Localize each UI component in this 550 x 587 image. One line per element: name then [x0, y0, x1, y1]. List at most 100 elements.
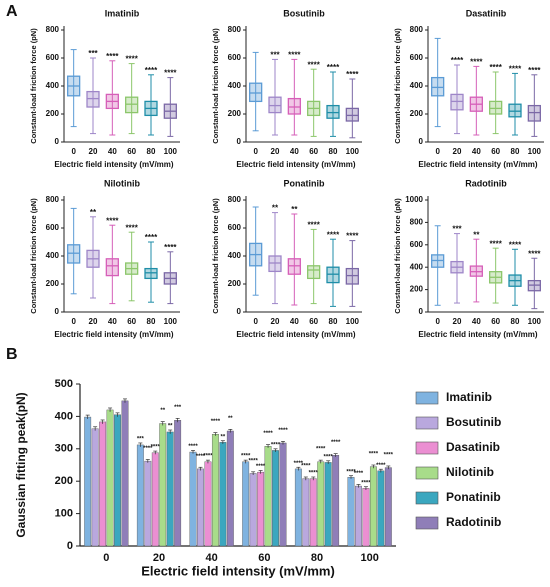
y-axis-label: Constant-load friction force (pN): [29, 28, 38, 144]
bar: [226, 430, 234, 547]
y-tick-label: 0: [55, 137, 60, 146]
box: [431, 76, 445, 97]
significance: ****: [376, 463, 386, 469]
bar: [211, 434, 219, 547]
y-tick-label: 400: [410, 262, 424, 271]
significance: ****: [263, 431, 273, 437]
x-axis-label: Electric field intensity (mV/mm): [54, 330, 173, 339]
significance: ****: [164, 243, 177, 252]
y-tick-label: 400: [228, 251, 242, 260]
panel-label: B: [6, 346, 18, 363]
legend-swatch: [415, 466, 439, 480]
significance: ***: [137, 437, 145, 443]
x-axis-label: Electric field intensity (mV/mm): [236, 330, 355, 339]
x-tick-label: 60: [309, 317, 318, 326]
legend-swatch: [415, 441, 439, 455]
y-tick-label: 0: [237, 307, 242, 316]
significance: ****: [331, 440, 341, 446]
bar: [204, 461, 212, 547]
significance: ****: [307, 221, 320, 230]
significance: ****: [346, 70, 359, 79]
y-tick-label: 600: [410, 240, 424, 249]
y-tick-label: 400: [228, 81, 242, 90]
significance: ****: [361, 480, 371, 486]
panel-label: A: [6, 3, 18, 20]
significance: ****: [327, 63, 340, 72]
y-tick-label: 400: [55, 410, 73, 422]
y-axis-label: Constant-load friction force (pN): [211, 28, 220, 144]
box: [326, 266, 340, 284]
significance: ****: [316, 447, 326, 453]
y-tick-label: 600: [410, 53, 424, 62]
y-tick-label: 200: [46, 279, 60, 288]
x-axis-label: Electric field intensity (mV/mm): [236, 160, 355, 169]
box: [287, 258, 301, 275]
box: [489, 100, 503, 115]
legend-label: Dasatinib: [446, 440, 500, 454]
bar: [197, 468, 204, 547]
x-tick-label: 0: [103, 552, 109, 564]
box: [307, 265, 321, 280]
bar: [174, 420, 182, 547]
significance: ****: [196, 454, 206, 460]
x-tick-label: 80: [511, 147, 520, 156]
significance: ****: [288, 51, 301, 60]
box: [144, 267, 158, 280]
x-tick-label: 40: [290, 317, 299, 326]
bar: [264, 446, 272, 547]
significance: ****: [256, 464, 266, 470]
x-tick-label: 80: [329, 317, 338, 326]
significance: ****: [211, 419, 221, 425]
significance: ****: [294, 461, 304, 467]
y-tick-label: 600: [46, 53, 60, 62]
y-tick-label: 200: [410, 109, 424, 118]
significance: ****: [188, 444, 198, 450]
significance: ****: [509, 65, 522, 74]
y-axis-label: Constant-load friction force (pN): [29, 198, 38, 314]
significance: **: [160, 408, 165, 414]
legend-swatch: [415, 391, 439, 405]
y-tick-label: 0: [237, 137, 242, 146]
significance: ****: [301, 464, 311, 470]
y-tick-label: 500: [55, 378, 73, 390]
x-tick-label: 60: [309, 147, 318, 156]
bar: [159, 423, 167, 547]
significance: ****: [241, 454, 251, 460]
bar: [309, 478, 317, 547]
bar: [257, 471, 265, 547]
chart-title: Imatinib: [105, 8, 140, 18]
box: [345, 267, 359, 285]
x-tick-label: 0: [435, 147, 440, 156]
x-tick-label: 20: [89, 317, 98, 326]
bar: [166, 431, 174, 547]
legend-label: Imatinib: [446, 390, 492, 404]
y-tick-label: 200: [228, 279, 242, 288]
significance: ***: [174, 405, 182, 411]
x-tick-label: 80: [147, 317, 156, 326]
significance: **: [168, 424, 173, 430]
significance: **: [291, 205, 298, 214]
box: [450, 93, 464, 111]
y-tick-label: 0: [419, 137, 424, 146]
y-tick-label: 1000: [405, 195, 423, 204]
box: [268, 255, 282, 273]
x-tick-label: 100: [346, 147, 360, 156]
bar: [99, 421, 107, 547]
x-tick-label: 20: [453, 317, 462, 326]
y-axis-label: Constant-load friction force (pN): [211, 198, 220, 314]
x-axis-label: Electric field intensity (mV/mm): [54, 160, 173, 169]
x-tick-label: 40: [472, 317, 481, 326]
y-tick-label: 0: [67, 540, 73, 552]
bar: [377, 470, 385, 547]
bar: [272, 450, 279, 547]
bar: [279, 442, 287, 547]
chart-title: Ponatinib: [284, 178, 325, 188]
box: [249, 82, 263, 103]
x-tick-label: 0: [71, 317, 76, 326]
significance: ****: [346, 232, 359, 241]
x-axis-label: Electric field intensity (mV/mm): [418, 160, 537, 169]
significance: **: [272, 204, 279, 213]
significance: ****: [509, 240, 522, 249]
significance: ****: [489, 239, 502, 248]
significance: ****: [106, 52, 119, 61]
